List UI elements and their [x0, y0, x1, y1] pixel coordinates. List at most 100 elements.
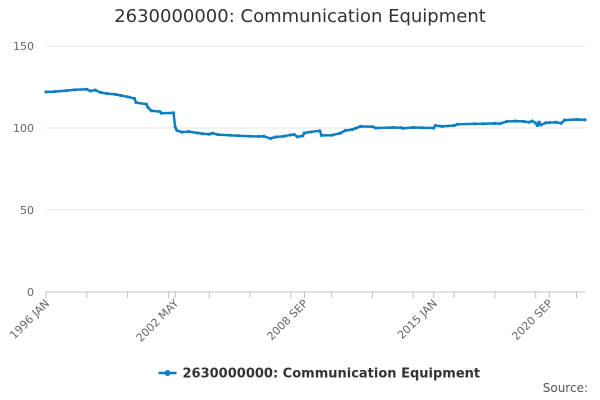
source-label: Source:	[542, 381, 588, 395]
data-point[interactable]	[236, 134, 240, 138]
legend-marker-icon	[164, 370, 171, 376]
data-point[interactable]	[105, 91, 109, 96]
data-point[interactable]	[248, 134, 252, 138]
grid-layer	[46, 45, 585, 211]
data-point[interactable]	[211, 131, 215, 135]
data-point[interactable]	[126, 95, 130, 99]
data-point[interactable]	[200, 132, 205, 136]
data-point[interactable]	[432, 126, 436, 130]
data-point[interactable]	[535, 123, 539, 128]
data-point[interactable]	[562, 118, 567, 122]
data-point[interactable]	[527, 120, 531, 124]
data-point[interactable]	[574, 117, 579, 122]
data-point[interactable]	[481, 122, 485, 126]
data-point[interactable]	[175, 128, 179, 133]
data-point[interactable]	[187, 130, 191, 134]
data-point[interactable]	[554, 120, 558, 124]
data-point[interactable]	[64, 89, 69, 93]
data-point[interactable]	[544, 121, 548, 125]
data-point[interactable]	[358, 124, 363, 128]
data-point[interactable]	[114, 92, 118, 96]
data-point[interactable]	[420, 126, 424, 130]
data-point[interactable]	[292, 132, 296, 137]
x-tick-label: 1996 JAN	[7, 297, 52, 342]
legend[interactable]: 2630000000: Communication Equipment	[158, 367, 481, 382]
data-point[interactable]	[391, 125, 395, 130]
data-point[interactable]	[302, 131, 307, 135]
data-point[interactable]	[52, 89, 57, 94]
data-point[interactable]	[88, 89, 92, 93]
data-point[interactable]	[132, 96, 137, 101]
data-point[interactable]	[228, 133, 232, 137]
legend-label[interactable]: 2630000000: Communication Equipment	[183, 367, 481, 382]
data-point[interactable]	[282, 134, 286, 138]
data-point[interactable]	[513, 119, 517, 123]
data-point[interactable]	[318, 129, 322, 133]
data-point[interactable]	[583, 118, 587, 122]
data-point[interactable]	[350, 128, 354, 132]
data-point[interactable]	[256, 134, 261, 139]
data-point[interactable]	[559, 121, 563, 125]
data-point[interactable]	[498, 122, 502, 126]
data-point[interactable]	[452, 123, 456, 128]
data-point[interactable]	[530, 119, 534, 123]
data-point[interactable]	[338, 131, 342, 135]
x-tick-label: 2002 MAY	[134, 297, 182, 345]
chart-title: 2630000000: Communication Equipment	[114, 6, 486, 27]
axis-layer: 0 50 100 150 1996 JAN 2002 MAY 2008 SEP 2015 JA…	[7, 40, 585, 345]
y-tick-label: 0	[27, 286, 34, 299]
data-point[interactable]	[330, 133, 334, 137]
data-point[interactable]	[146, 105, 150, 110]
data-point[interactable]	[85, 87, 89, 91]
data-point[interactable]	[411, 125, 415, 130]
data-point[interactable]	[44, 90, 48, 94]
data-point[interactable]	[195, 131, 199, 135]
data-point[interactable]	[268, 136, 273, 141]
data-point[interactable]	[537, 120, 541, 124]
data-point[interactable]	[180, 130, 184, 134]
data-point[interactable]	[539, 123, 543, 127]
data-point[interactable]	[547, 120, 551, 125]
y-tick-label: 150	[13, 40, 34, 53]
x-tick-label: 2020 SEP	[509, 297, 555, 343]
data-point[interactable]	[374, 126, 378, 130]
data-point[interactable]	[353, 126, 358, 130]
data-point[interactable]	[173, 125, 177, 129]
data-point[interactable]	[207, 132, 211, 136]
y-tick-label: 100	[13, 122, 34, 135]
data-point[interactable]	[522, 119, 526, 124]
data-point[interactable]	[98, 90, 103, 95]
series-layer	[44, 87, 587, 141]
data-point[interactable]	[343, 128, 347, 133]
data-point[interactable]	[440, 124, 444, 128]
data-point[interactable]	[309, 130, 313, 134]
data-point[interactable]	[289, 133, 293, 137]
data-point[interactable]	[493, 121, 497, 126]
data-point[interactable]	[93, 88, 97, 92]
data-point[interactable]	[370, 125, 375, 129]
y-tick-label: 50	[20, 204, 34, 217]
data-point[interactable]	[505, 119, 509, 124]
x-tick-label: 2008 SEP	[265, 297, 311, 343]
data-point[interactable]	[273, 135, 278, 139]
data-point[interactable]	[149, 109, 154, 113]
data-point[interactable]	[401, 126, 405, 130]
data-point[interactable]	[119, 93, 123, 98]
data-point[interactable]	[144, 102, 148, 106]
data-point[interactable]	[73, 88, 77, 92]
data-point[interactable]	[171, 111, 176, 115]
data-point[interactable]	[319, 133, 324, 137]
x-tick-label: 2015 JAN	[395, 297, 440, 342]
data-point[interactable]	[134, 100, 138, 105]
data-point[interactable]	[216, 132, 220, 137]
data-point[interactable]	[433, 123, 437, 128]
data-point[interactable]	[455, 122, 460, 126]
data-point[interactable]	[472, 122, 477, 126]
data-point[interactable]	[301, 134, 305, 138]
data-point[interactable]	[262, 134, 266, 138]
data-point[interactable]	[296, 135, 300, 139]
data-point[interactable]	[160, 111, 164, 115]
data-point[interactable]	[534, 121, 538, 125]
